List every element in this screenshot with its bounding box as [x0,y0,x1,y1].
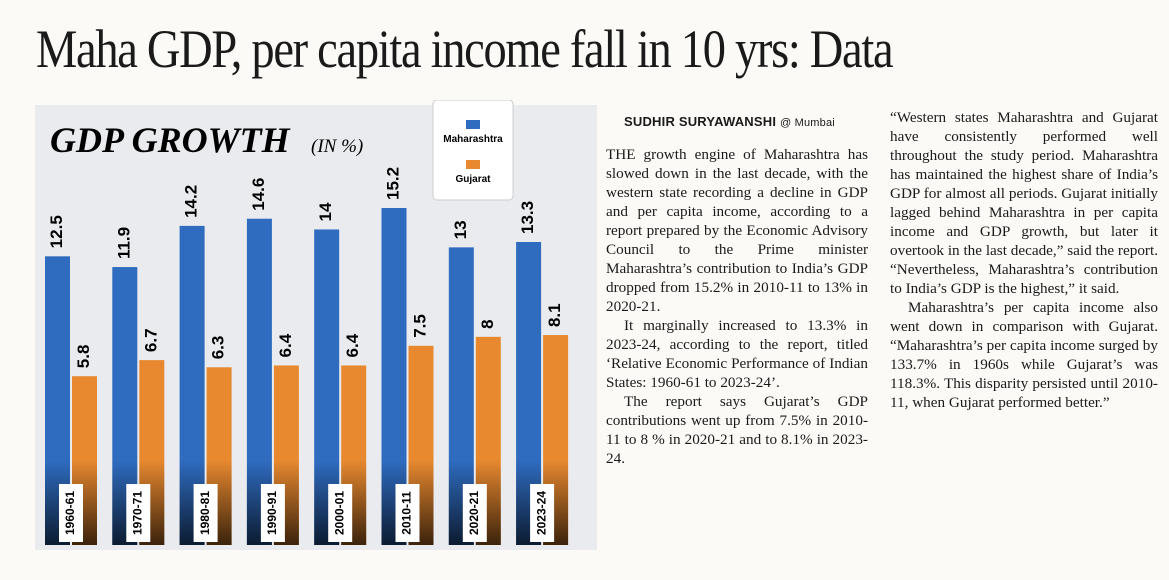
byline-place: @ Mumbai [779,117,835,129]
x-tick-label: 1970-71 [130,491,144,535]
paragraph: THE growth engine of Maharashtra has slo… [606,146,868,315]
legend-swatch [466,160,480,169]
article-column: SUDHIR SURYAWANSHI @ Mumbai THE growth e… [606,112,868,468]
value-label: 13.3 [518,201,537,234]
x-tick-label: 1960-61 [63,491,77,535]
legend-box [432,100,514,201]
chart-subtitle: (IN %) [311,136,363,157]
legend-label: Maharashtra [443,134,503,145]
x-tick-label: 2023-24 [534,491,548,535]
category-box [126,484,151,542]
byline-name: SUDHIR SURYAWANSHI [624,114,777,129]
value-label: 5.8 [74,345,93,369]
paragraph: The report says Gujarat’s GDP contributi… [606,393,868,467]
value-label: 13 [451,220,470,239]
x-tick-label: 2000-01 [332,491,346,535]
value-label: 14.6 [249,178,268,211]
category-box [260,484,285,542]
value-label: 7.5 [410,314,429,338]
legend-swatch [466,120,480,129]
category-box [530,484,555,542]
paragraph: “Western states Maharashtra and Gujarat … [890,109,1158,297]
category-box [328,484,353,542]
legend-label: Gujarat [455,174,491,185]
value-label: 6.4 [343,333,362,357]
category-box [462,484,487,542]
x-tick-label: 1980-81 [198,491,212,535]
category-box [59,484,83,542]
x-tick-label: 1990-91 [265,491,279,535]
value-label: 8 [478,319,497,328]
paragraph: Maharashtra’s per capita income also wen… [890,299,1158,411]
category-box [395,484,420,542]
paragraph: It marginally increased to 13.3% in 2023… [606,317,868,391]
value-label: 8.1 [545,303,564,327]
x-tick-label: 2010-11 [400,491,414,535]
article-column: “Western states Maharashtra and Gujarat … [890,108,1158,412]
value-label: 6.7 [141,328,160,352]
value-label: 6.3 [209,336,228,360]
value-label: 14 [316,202,335,221]
value-label: 14.2 [182,185,201,218]
value-label: 11.9 [114,227,133,259]
headline: Maha GDP, per capita income fall in 10 y… [36,19,894,79]
byline: SUDHIR SURYAWANSHI @ Mumbai [606,112,868,133]
category-box [193,484,218,542]
chart: GDP GROWTH (IN %) Maharashtra Gujarat 12.5… [35,100,597,550]
value-label: 15.2 [383,167,402,200]
value-label: 6.4 [276,333,295,357]
x-tick-label: 2020-21 [467,491,481,535]
chart-title: GDP GROWTH [50,120,291,160]
value-label: 12.5 [47,215,66,248]
